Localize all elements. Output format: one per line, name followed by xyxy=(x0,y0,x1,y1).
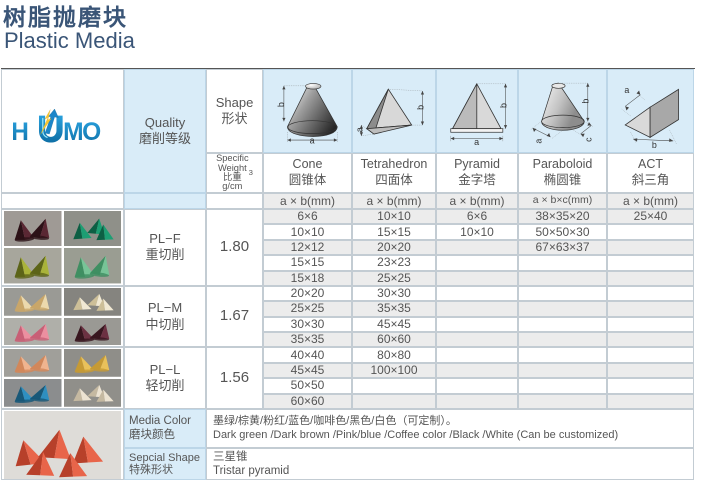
svg-text:a: a xyxy=(534,139,544,144)
svg-text:a: a xyxy=(625,85,630,95)
svg-text:b: b xyxy=(276,102,286,107)
svg-text:MO: MO xyxy=(63,119,101,146)
svg-text:b: b xyxy=(416,105,426,110)
svg-text:b: b xyxy=(652,140,657,148)
svg-text:a: a xyxy=(356,128,364,133)
svg-text:a: a xyxy=(310,136,315,146)
svg-text:c: c xyxy=(584,137,594,142)
svg-text:a: a xyxy=(474,137,479,147)
svg-text:b: b xyxy=(581,99,591,104)
svg-text:b: b xyxy=(499,103,509,108)
svg-text:H: H xyxy=(13,119,28,146)
